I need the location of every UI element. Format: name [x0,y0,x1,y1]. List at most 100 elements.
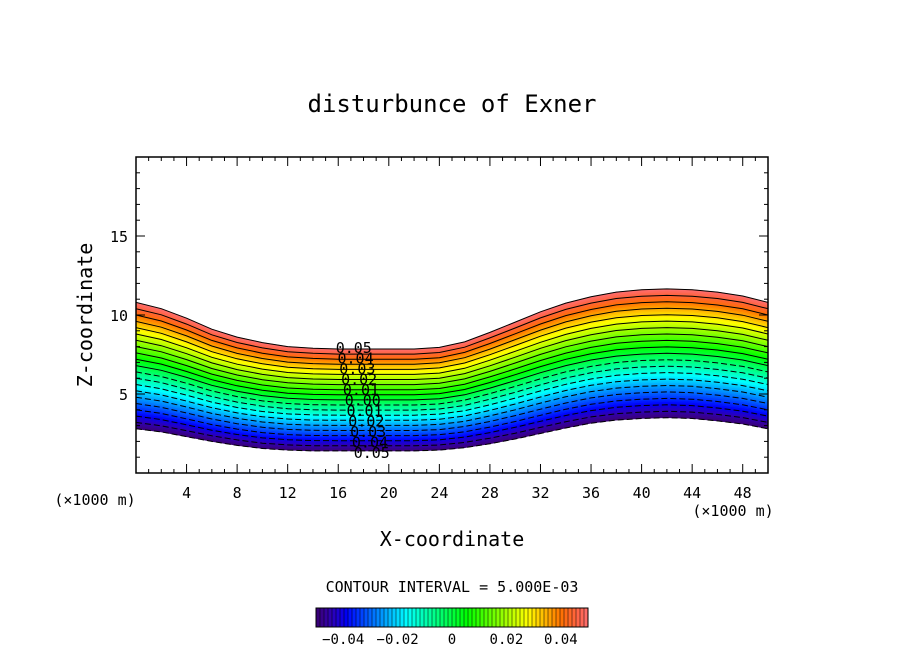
colorbar-cell [316,608,321,627]
contour-line [136,391,768,431]
contour-line [136,384,768,426]
colorbar-cell [436,608,441,627]
x-tick-label: 16 [329,484,347,502]
colorbar-cell [412,608,417,627]
x-tick-label: 12 [279,484,297,502]
colorbar-cell [496,608,501,627]
colorbar-cell [472,608,477,627]
colorbar-cell [324,608,329,627]
contour-labels: 0.050.040.030.020.010.000.010.020.030.04… [336,339,390,462]
contour-label: 0.02 [348,413,384,431]
contour-line [136,378,768,421]
colorbar-cell [476,608,481,627]
colorbar [315,607,589,628]
colorbar-cell [556,608,561,627]
colorbar-cell [336,608,341,627]
colorbar-cell [560,608,565,627]
colorbar-cell [516,608,521,627]
colorbar-cell [540,608,545,627]
colorbar-cell [392,608,397,627]
contour-line [136,327,768,380]
colorbar-cell [408,608,413,627]
chart-title: disturbunce of Exner [308,90,597,118]
colorbar-cell [452,608,457,627]
contour-line [136,333,768,386]
colorbar-tick-label: −0.02 [377,632,419,648]
colorbar-cell [424,608,429,627]
colorbar-tick-label: 0 [448,632,456,648]
colorbar-cell [480,608,485,627]
colorbar-cell [512,608,517,627]
contour-label: 0.04 [352,434,388,452]
contour-label: 0.03 [350,423,386,441]
colorbar-tick-label: −0.04 [322,632,364,648]
filled-contour-bands [136,288,768,452]
colorbar-cell [504,608,509,627]
x-axis-unit-left: (×1000 m) [54,491,135,509]
contour-line [136,346,768,396]
colorbar-cell [400,608,405,627]
y-tick-label: 5 [119,386,128,404]
colorbar-cell [460,608,465,627]
contour-line [136,288,768,350]
colorbar-cell [564,608,569,627]
x-axis-ticks: 4 8 12 16 20 24 28 32 36 40 44 48 [135,157,769,502]
contour-line [136,294,768,355]
contour-label: 0.02 [341,371,377,389]
colorbar-cell [544,608,549,627]
colorbar-cell [532,608,537,627]
colorbar-cell [492,608,497,627]
x-axis-unit-right: (×1000 m) [692,502,773,520]
x-axis-title: X-coordinate [380,527,525,551]
colorbar-cell [404,608,409,627]
contour-line [136,352,768,401]
colorbar-cell [348,608,353,627]
colorbar-tick-labels: −0.04 −0.02 0 0.02 0.04 [322,632,578,648]
colorbar-cell [500,608,505,627]
colorbar-cell [552,608,557,627]
contour-line [136,301,768,360]
colorbar-cell [416,608,421,627]
x-tick-label: 36 [582,484,600,502]
colorbar-cell [344,608,349,627]
contour-lines [136,288,768,452]
x-tick-label: 44 [683,484,701,502]
colorbar-cell [528,608,533,627]
contour-line [136,372,768,416]
contour-interval-text: CONTOUR INTERVAL = 5.000E-03 [326,578,579,596]
colorbar-cell [464,608,469,627]
colorbar-cell [368,608,373,627]
colorbar-cell [388,608,393,627]
colorbar-cell [568,608,573,627]
y-tick-label: 10 [110,307,128,325]
colorbar-cell [444,608,449,627]
contour-line [136,359,768,406]
x-tick-label: 48 [734,484,752,502]
colorbar-cell [332,608,337,627]
colorbar-cell [440,608,445,627]
x-tick-label: 28 [481,484,499,502]
colorbar-cell [520,608,525,627]
contour-line [136,417,768,452]
colorbar-cell [340,608,345,627]
y-axis-title: Z-coordinate [73,243,97,388]
colorbar-frame [315,607,589,628]
y-tick-label: 15 [110,228,128,246]
colorbar-cell [372,608,377,627]
colorbar-cell [384,608,389,627]
y-axis-ticks: 5 10 15 [110,156,768,474]
x-tick-label: 4 [182,484,191,502]
contour-label: 0.03 [339,360,375,378]
contour-line [136,365,768,411]
x-tick-label: 8 [233,484,242,502]
colorbar-cell [456,608,461,627]
contour-line [136,314,768,370]
colorbar-cell [376,608,381,627]
colorbar-cell [536,608,541,627]
colorbar-cell [484,608,489,627]
contour-line [136,339,768,391]
colorbar-cell [428,608,433,627]
colorbar-cell [580,608,585,627]
contour-label: 0.01 [343,381,379,399]
